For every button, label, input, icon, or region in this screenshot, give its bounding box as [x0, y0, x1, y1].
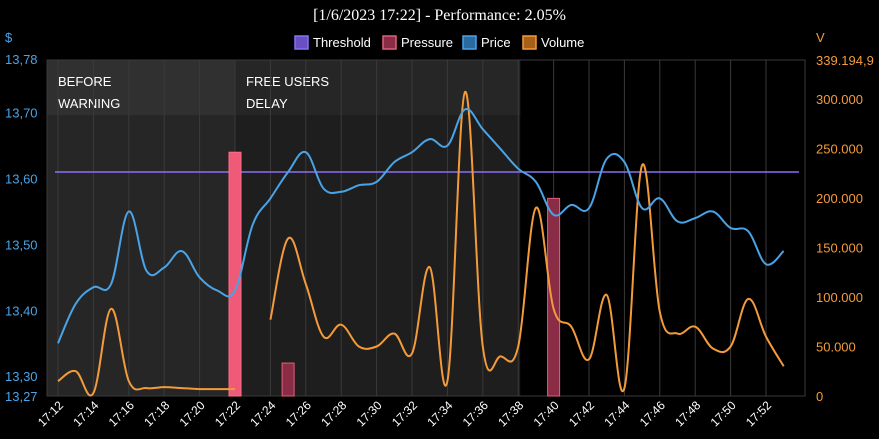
left-axis-tick-label: 13,78	[5, 52, 38, 67]
x-axis-tick-label: 17:52	[743, 398, 774, 429]
legend-swatch	[294, 35, 309, 50]
x-axis-tick-label: 17:34	[424, 398, 455, 429]
zone-label: DELAY	[246, 96, 288, 111]
left-axis-tick-label: 13,50	[5, 237, 38, 252]
x-axis-tick-label: 17:48	[672, 398, 703, 429]
volume-line	[269, 90, 785, 393]
lines-layer	[57, 90, 785, 397]
left-axis: 13,78 13,70 13,60 13,50 13,40 13,30 13,27	[5, 52, 38, 404]
right-axis-tick-label: 250.000	[816, 141, 863, 156]
right-axis-tick-label: 339.194,9	[816, 53, 874, 68]
x-axis-tick-label: 17:42	[566, 398, 597, 429]
chart-title: [1/6/2023 17:22] - Performance: 2.05%	[313, 7, 566, 24]
zones-layer: BEFORE WARNING FREE USERS DELAY	[46, 59, 806, 397]
right-axis-tick-label: 100.000	[816, 290, 863, 305]
x-axis-tick-label: 17:12	[35, 398, 66, 429]
price-line	[57, 108, 785, 344]
legend-label: Price	[481, 35, 511, 50]
x-axis-tick-label: 17:36	[460, 398, 491, 429]
bars-layer	[228, 151, 561, 397]
right-axis-tick-label: 50.000	[816, 339, 856, 354]
x-axis-tick-label: 17:24	[247, 398, 278, 429]
legend-label: Pressure	[401, 35, 453, 50]
x-axis-tick-label: 17:18	[141, 398, 172, 429]
legend-swatch	[462, 35, 477, 50]
x-axis-tick-label: 17:28	[318, 398, 349, 429]
zone-label: WARNING	[58, 96, 120, 111]
zone-band	[47, 60, 235, 396]
zone-band-top	[47, 60, 235, 115]
zone-label: FREE USERS	[246, 74, 329, 89]
left-axis-tick-label: 13,60	[5, 172, 38, 187]
left-axis-tick-label: 13,70	[5, 106, 38, 121]
plot-border	[46, 59, 806, 397]
pressure-bar	[547, 197, 561, 397]
grid-layer	[57, 60, 767, 396]
pressure-bar	[228, 151, 242, 397]
right-axis-tick-label: 0	[816, 389, 823, 404]
x-axis-tick-label: 17:16	[106, 398, 137, 429]
right-axis-unit: V	[816, 30, 825, 45]
legend-swatch	[522, 35, 537, 50]
left-axis-unit: $	[5, 30, 13, 45]
x-axis-tick-label: 17:46	[637, 398, 668, 429]
legend: Threshold Pressure Price Volume	[294, 35, 584, 50]
zone-band	[235, 60, 521, 396]
volume-line	[57, 307, 235, 397]
x-axis-tick-label: 17:50	[708, 398, 739, 429]
right-axis: 339.194,9 300.000 250.000 200.000 150.000 100…	[816, 53, 874, 404]
x-axis-tick-label: 17:38	[495, 398, 526, 429]
zone-band-top	[235, 60, 521, 115]
right-axis-tick-label: 200.000	[816, 191, 863, 206]
x-axis-tick-label: 17:30	[354, 398, 385, 429]
x-axis-tick-label: 17:22	[212, 398, 243, 429]
left-axis-tick-label: 13,27	[5, 389, 38, 404]
x-axis-tick-label: 17:26	[283, 398, 314, 429]
left-axis-tick-label: 13,30	[5, 369, 38, 384]
x-axis-tick-label: 17:44	[601, 398, 632, 429]
zone-label: BEFORE	[58, 74, 112, 89]
x-axis: 17:12 17:14 17:16 17:18 17:20 17:22 17:24 17:26…	[35, 398, 774, 429]
pressure-bar	[281, 362, 295, 397]
x-axis-tick-label: 17:14	[70, 398, 101, 429]
right-axis-tick-label: 150.000	[816, 240, 863, 255]
x-axis-tick-label: 17:40	[531, 398, 562, 429]
legend-label: Volume	[541, 35, 584, 50]
legend-label: Threshold	[313, 35, 371, 50]
legend-swatch	[382, 35, 397, 50]
right-axis-tick-label: 300.000	[816, 92, 863, 107]
x-axis-tick-label: 17:20	[177, 398, 208, 429]
x-axis-tick-label: 17:32	[389, 398, 420, 429]
left-axis-tick-label: 13,40	[5, 303, 38, 318]
